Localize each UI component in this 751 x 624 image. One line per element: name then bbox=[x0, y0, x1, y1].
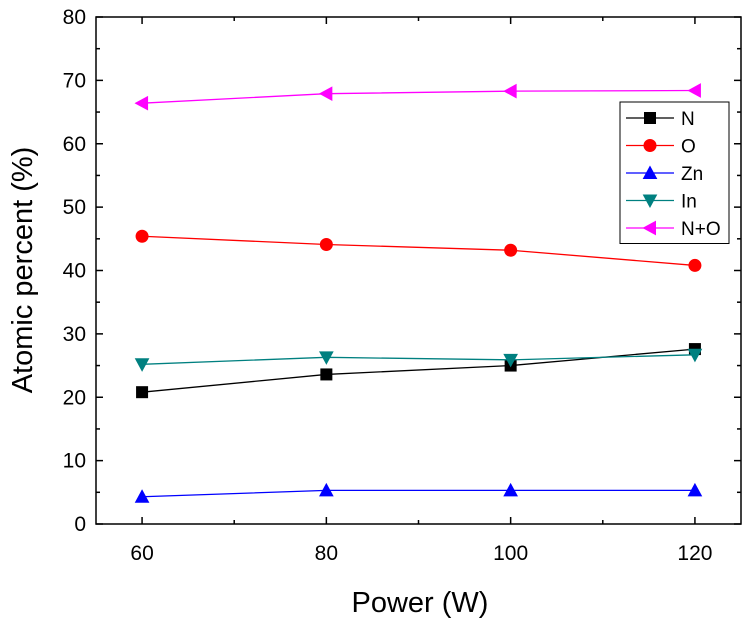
legend-marker bbox=[642, 220, 656, 236]
data-point bbox=[503, 83, 517, 99]
y-tick-label: 60 bbox=[63, 133, 86, 156]
data-point bbox=[688, 258, 702, 272]
legend: NO Zn In N+O bbox=[619, 101, 730, 244]
y-tick-label: 80 bbox=[63, 6, 86, 29]
data-point bbox=[319, 351, 334, 365]
series-zn bbox=[134, 482, 703, 503]
data-point bbox=[687, 83, 701, 98]
legend-label: Zn bbox=[681, 164, 703, 185]
data-point bbox=[319, 238, 333, 252]
data-point bbox=[503, 353, 518, 368]
data-point bbox=[503, 482, 518, 497]
series-n-o bbox=[134, 83, 701, 111]
series-o bbox=[135, 229, 702, 272]
x-axis-title: Power (W) bbox=[352, 587, 489, 619]
legend-marker bbox=[642, 165, 658, 179]
series-line bbox=[142, 354, 695, 365]
data-point bbox=[319, 482, 334, 497]
legend-marker bbox=[643, 139, 657, 152]
data-point bbox=[318, 86, 333, 102]
data-point bbox=[687, 348, 703, 363]
series-n bbox=[136, 343, 701, 399]
data-point bbox=[687, 482, 703, 497]
x-tick-label: 100 bbox=[493, 542, 528, 565]
y-tick-label: 50 bbox=[63, 196, 86, 219]
data-point bbox=[135, 229, 149, 243]
data-point bbox=[134, 95, 149, 111]
y-tick-label: 40 bbox=[63, 260, 86, 283]
series-in bbox=[134, 348, 703, 372]
legend-label: In bbox=[681, 192, 697, 213]
x-tick-label: 60 bbox=[130, 542, 153, 565]
series-line bbox=[142, 235, 695, 267]
x-tick-label: 120 bbox=[677, 542, 712, 565]
x-tick-label: 80 bbox=[315, 542, 338, 565]
legend-label: O bbox=[681, 137, 696, 158]
axis-ticks: 0 10 20 30 40 50 60 70 80 60 80 100 120 bbox=[63, 6, 741, 565]
data-point bbox=[504, 243, 518, 257]
y-tick-label: 20 bbox=[63, 386, 86, 409]
legend-marker bbox=[644, 112, 656, 124]
y-tick-label: 10 bbox=[63, 450, 86, 473]
legend-label: N bbox=[681, 109, 695, 130]
data-point bbox=[320, 368, 333, 381]
data-point bbox=[134, 358, 150, 372]
data-point bbox=[134, 489, 150, 503]
y-tick-label: 70 bbox=[63, 69, 86, 92]
data-point bbox=[136, 386, 149, 399]
y-tick-label: 0 bbox=[74, 513, 86, 536]
y-tick-label: 30 bbox=[63, 323, 86, 346]
series-line bbox=[142, 348, 695, 393]
series-layer bbox=[134, 83, 703, 503]
series-line bbox=[142, 489, 695, 498]
y-axis-title: Atomic percent (%) bbox=[7, 147, 39, 394]
series-line bbox=[142, 89, 695, 104]
legend-label: N+O bbox=[681, 219, 721, 240]
legend-marker bbox=[642, 194, 658, 209]
